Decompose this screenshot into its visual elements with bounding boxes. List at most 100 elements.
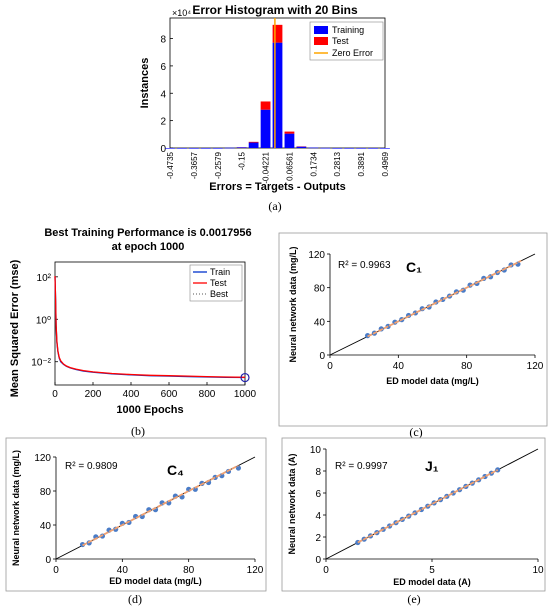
training-performance-chart: Best Training Performance is 0.0017956 at… [9,227,257,416]
scatter-c1-chart: 0 40 80 120 0 40 80 120 R² = 0.9963 C₁ ED model da… [278,232,548,427]
bar-test [272,24,283,43]
y-tick-label: 10² [37,273,52,284]
y-multiplier: ×10⁴ [172,8,191,18]
x-tick-label: 0.2813 [333,151,342,176]
y-axis-label: Mean Squared Error (mse) [9,259,21,397]
y-tick-label: 8 [160,35,166,46]
y-tick-label: 0 [315,555,321,566]
legend-swatch-training [314,26,328,34]
data-point [139,513,145,520]
y-tick-label: 6 [160,62,166,73]
x-axis-label: ED model data (A) [393,577,471,587]
legend-label-test: Test [332,36,349,46]
legend-label-best: Best [210,289,229,299]
bar-training [308,147,319,149]
fit-line [367,259,522,338]
x-tick-label: 40 [393,361,405,372]
y-tick-label: 80 [40,487,52,498]
y-tick-label: 0 [160,144,166,155]
panel-variable-label: J₁ [425,458,439,474]
bar-training [165,148,175,149]
x-axis-label: Errors = Targets - Outputs [209,181,345,193]
y-tick-label: 4 [160,89,166,100]
y-tick-label: 10⁰ [36,315,51,326]
legend-label-training: Training [332,25,364,35]
x-tick-label: 0.06561 [285,151,294,180]
chart-title: Error Histogram with 20 Bins [192,3,358,17]
series-line-test [54,275,246,378]
chart-frame [278,232,548,427]
chart-title: Best Training Performance is 0.0017956 [44,227,251,239]
bar-training [356,148,367,149]
panel-variable-label: C₁ [406,259,422,275]
data-point [192,486,198,492]
x-tick-label: 0 [52,389,58,400]
bar-training [368,148,378,149]
legend-label-zero-error: Zero Error [332,48,373,58]
data-point [219,473,225,479]
y-tick-label: 120 [308,250,325,261]
x-tick-label: 800 [199,389,216,400]
x-tick-label: -0.2579 [214,151,223,179]
y-axis-label: Neural network data (mg/L) [11,450,21,566]
y-tick-label: 40 [40,521,52,532]
x-axis-label: ED model data (mg/L) [386,376,479,386]
y-tick-label: 10 [310,445,322,456]
x-tick-label: 1000 [234,389,257,400]
x-tick-label: 10 [532,565,544,576]
y-tick-label: 80 [314,284,326,295]
r-squared-label: R² = 0.9997 [335,461,388,472]
x-tick-label: 200 [85,389,102,400]
bar-test [260,101,271,110]
legend-label-train: Train [210,267,230,277]
y-tick-label: 2 [315,533,321,544]
bar-training [272,42,283,149]
bar-training [200,148,211,149]
bar-training [212,148,223,149]
r-squared-label: R² = 0.9963 [338,260,391,271]
bar-training [284,133,295,148]
x-tick-label: -0.04221 [262,151,271,183]
x-axis-label: 1000 Epochs [116,404,183,416]
x-tick-label: 80 [183,565,195,576]
legend-label-test: Test [210,278,227,288]
bar-training [296,146,307,148]
bar-training [344,148,355,149]
x-tick-label: 80 [461,361,473,372]
y-tick-label: 10⁻² [31,358,51,369]
fit-line [82,464,239,547]
bar-test [284,131,295,134]
bar-training [260,109,271,148]
x-tick-label: 40 [117,565,129,576]
x-tick-label: 120 [247,565,264,576]
x-axis-label: ED model data (mg/L) [109,576,202,586]
x-tick-label: 400 [123,389,140,400]
caption-c: (c) [409,425,423,439]
x-tick-label: 0 [323,565,329,576]
x-tick-label: 0.4969 [381,151,390,176]
y-tick-label: 40 [314,317,326,328]
x-tick-label: 0.1734 [309,151,318,176]
x-tick-label: -0.15 [238,151,247,170]
data-point [166,500,172,506]
bar-training [248,142,259,148]
bar-training [236,147,247,148]
panel-variable-label: C₄ [167,462,184,478]
y-tick-label: 6 [315,489,321,500]
chart-subtitle: at epoch 1000 [112,241,185,253]
scatter-c4-chart: 0 40 80 120 0 40 80 120 R² = 0.9809 C₄ ED model da… [5,437,267,592]
r-squared-label: R² = 0.9809 [65,461,118,472]
caption-e: (e) [407,592,421,606]
bar-training [224,147,235,149]
y-tick-label: 0 [45,555,51,566]
bar-training [177,148,187,149]
scatter-j1-chart: 0 5 10 0 2 4 6 8 10 R² = 0.9997 J₁ ED model data (A… [281,437,546,592]
x-tick-label: 5 [429,565,435,576]
x-tick-label: -0.3657 [190,151,199,179]
caption-d: (d) [128,592,142,606]
caption-a: (a) [268,199,282,213]
y-tick-label: 2 [160,117,166,128]
bar-training [332,148,343,149]
fit-line [357,469,499,544]
y-axis-label: Neural network data (mg/L) [288,246,298,362]
